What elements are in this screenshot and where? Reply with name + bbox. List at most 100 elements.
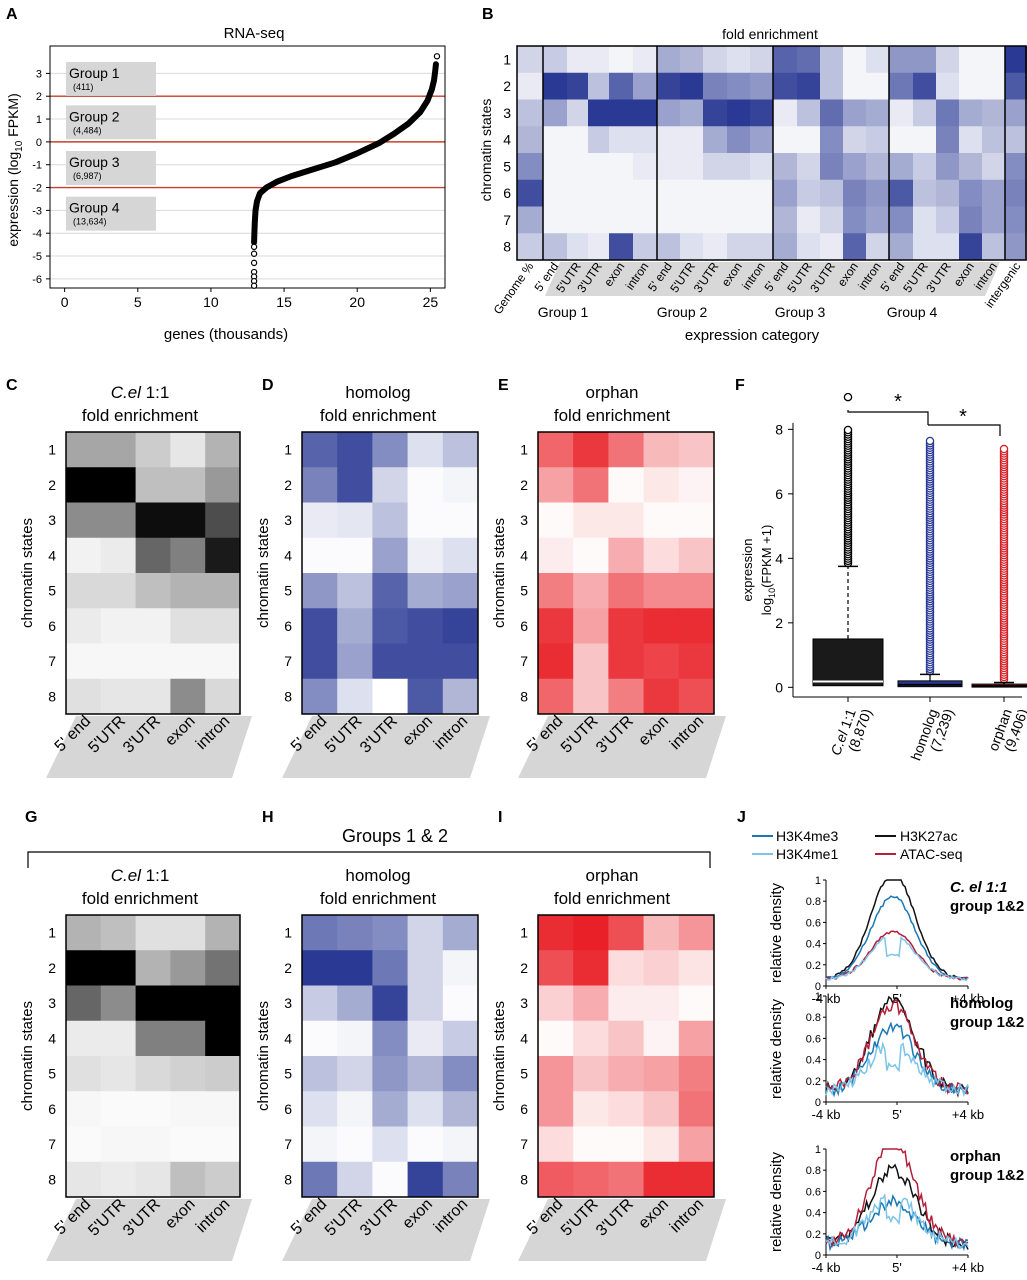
panel-i-row-label: 7 bbox=[520, 1136, 528, 1152]
panel-f-ytick-label: 4 bbox=[775, 550, 783, 566]
panel-b-cell bbox=[1005, 126, 1027, 154]
panel-b-row-label: 3 bbox=[503, 105, 511, 121]
panel-g-cell bbox=[66, 1056, 102, 1092]
panel-a-ytick-label: 2 bbox=[36, 91, 42, 103]
panel-g-cell bbox=[135, 1161, 171, 1198]
panel-h-cell bbox=[337, 1056, 373, 1092]
panel-b-heatmap: fold enrichment chromatin states express… bbox=[478, 26, 820, 344]
panel-d-cell bbox=[407, 537, 444, 574]
panel-h-cell bbox=[302, 1126, 338, 1163]
panel-b-cell bbox=[588, 179, 609, 207]
panel-h-cell bbox=[442, 985, 479, 1022]
panel-c-row-label: 5 bbox=[48, 583, 56, 599]
panel-f-ytick-label: 0 bbox=[775, 679, 783, 695]
panel-e-cell bbox=[678, 608, 715, 644]
panel-b-cell bbox=[843, 46, 866, 74]
panel-h-cell bbox=[337, 1091, 373, 1127]
panel-i-row-label: 5 bbox=[520, 1066, 528, 1082]
panel-i-subtitle: fold enrichment bbox=[554, 889, 671, 908]
panel-b-cell bbox=[657, 153, 680, 181]
panel-d-cell bbox=[302, 608, 338, 644]
panel-b-cell bbox=[703, 233, 727, 261]
panel-b-cell bbox=[959, 72, 982, 100]
panel-b-row-label: 2 bbox=[503, 78, 511, 94]
panel-h-cell bbox=[372, 985, 409, 1022]
panel-b-cell bbox=[657, 233, 680, 261]
panel-b-cell bbox=[866, 99, 889, 127]
panel-a-xtick-label: 20 bbox=[349, 294, 365, 310]
panel-f-sig-star: * bbox=[894, 391, 902, 413]
panel-i-cell bbox=[643, 915, 680, 951]
panel-h-cell bbox=[337, 950, 373, 986]
panel-d-cell bbox=[407, 678, 444, 715]
panel-d-cell bbox=[442, 608, 479, 644]
panel-i-cell bbox=[573, 985, 609, 1022]
panel-b-cell bbox=[657, 206, 680, 234]
panel-f-ytick-label: 2 bbox=[775, 615, 783, 631]
panel-b-cell bbox=[727, 72, 750, 100]
panel-j-ytick-label: 0.4 bbox=[806, 939, 821, 951]
panel-g-cell bbox=[135, 1126, 171, 1163]
panel-j-ylabel: relative density bbox=[768, 1151, 785, 1252]
panel-b-cell bbox=[773, 153, 797, 181]
panel-i-cell bbox=[678, 1126, 715, 1163]
panel-label-g: G bbox=[25, 809, 37, 826]
panel-a-frame bbox=[49, 45, 446, 289]
panel-e-frame bbox=[537, 431, 715, 715]
panel-b-cell bbox=[567, 99, 588, 127]
panel-b-cell bbox=[797, 233, 820, 261]
panel-a-ytick-label: 3 bbox=[36, 68, 42, 80]
panel-c-title: C.el 1:1 bbox=[111, 383, 170, 402]
panel-b-cell bbox=[889, 233, 913, 261]
panel-b-cell bbox=[913, 46, 936, 74]
panel-b-cell bbox=[567, 206, 588, 234]
panel-g-cell bbox=[170, 1056, 206, 1092]
panel-h-cell bbox=[302, 1091, 338, 1127]
panel-e-cell bbox=[608, 608, 645, 644]
panel-d-row-label: 1 bbox=[284, 442, 292, 458]
panel-d-cell bbox=[372, 573, 409, 609]
panel-b-group-label: Group 1 bbox=[538, 304, 589, 320]
panel-d-cell bbox=[302, 467, 338, 503]
panel-h-cell bbox=[372, 1056, 409, 1092]
panel-b-cell bbox=[936, 126, 959, 154]
panel-g-row-label: 8 bbox=[48, 1171, 56, 1187]
panel-h-cell bbox=[372, 950, 409, 986]
panel-d-label-band bbox=[282, 716, 490, 778]
panel-e-cell bbox=[538, 573, 574, 609]
panel-h-cell bbox=[442, 950, 479, 986]
panel-b-cell bbox=[633, 233, 657, 261]
panel-b-cell bbox=[913, 179, 936, 207]
panel-b-cell bbox=[567, 233, 588, 261]
panel-i-cell bbox=[643, 1020, 680, 1057]
panel-c-cell bbox=[66, 678, 102, 715]
panel-e-cell bbox=[573, 502, 609, 539]
panel-e-cell bbox=[643, 467, 680, 503]
panel-g-cell bbox=[205, 1056, 241, 1092]
panel-j-title: orphan bbox=[950, 1148, 1001, 1165]
panel-j-ytick-label: 0.4 bbox=[806, 1055, 821, 1067]
panel-b-cell bbox=[820, 99, 843, 127]
panel-b-cell bbox=[1005, 179, 1027, 207]
panel-h-cell bbox=[442, 1020, 479, 1057]
panel-b-frame bbox=[516, 45, 1027, 261]
panel-e-cell bbox=[678, 678, 715, 715]
panel-i-cell bbox=[538, 1091, 574, 1127]
panel-e-row-label: 8 bbox=[520, 688, 528, 704]
panel-j-ytick-label: 0.6 bbox=[806, 917, 821, 929]
panel-d-cell bbox=[372, 678, 409, 715]
panel-c-cell bbox=[170, 678, 206, 715]
panel-i-cell bbox=[678, 950, 715, 986]
panel-e-cell bbox=[643, 643, 680, 680]
panel-e-row-label: 2 bbox=[520, 477, 528, 493]
panel-e-cell bbox=[608, 467, 645, 503]
panel-b-cell bbox=[680, 179, 703, 207]
panel-h-cell bbox=[407, 1020, 444, 1057]
panel-a-group-count: (411) bbox=[73, 82, 93, 92]
panel-b-cell bbox=[913, 126, 936, 154]
